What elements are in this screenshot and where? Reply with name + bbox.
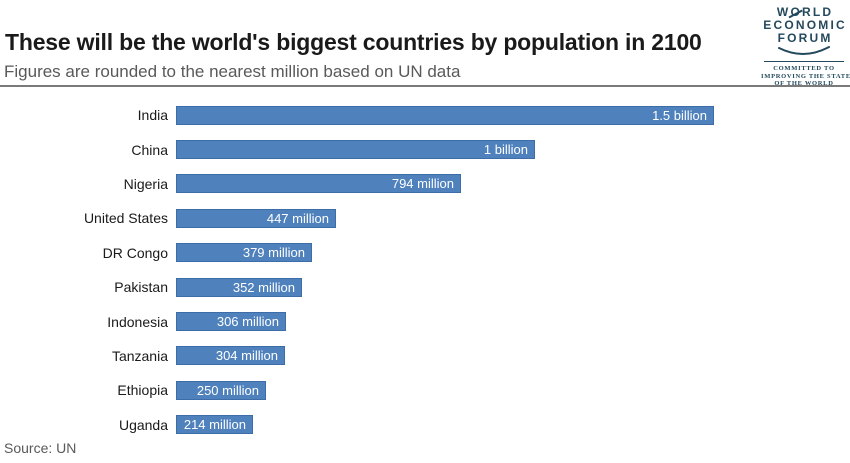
header-divider bbox=[0, 85, 850, 87]
country-label: Nigeria bbox=[123, 175, 168, 192]
bar-row: DR Congo 379 million bbox=[0, 236, 850, 270]
bar-row: Pakistan 352 million bbox=[0, 270, 850, 304]
country-label: Indonesia bbox=[107, 313, 168, 330]
bar-value-label: 352 million bbox=[232, 279, 295, 295]
country-label: Pakistan bbox=[114, 279, 168, 296]
population-bar: 214 million bbox=[176, 415, 253, 435]
country-label: DR Congo bbox=[102, 244, 168, 261]
country-label: Ethiopia bbox=[117, 382, 168, 399]
bar-row: Uganda 214 million bbox=[0, 408, 850, 442]
bar-value-label: 250 million bbox=[196, 382, 259, 398]
logo-tagline-3: OF THE WORLD bbox=[774, 80, 834, 87]
country-label: Tanzania bbox=[111, 347, 168, 364]
logo-line-economic: ECONOMIC bbox=[763, 18, 847, 32]
population-bar: 379 million bbox=[176, 243, 312, 263]
bar-value-label: 214 million bbox=[183, 417, 246, 433]
population-bar: 304 million bbox=[176, 346, 285, 366]
population-bar: 306 million bbox=[176, 312, 286, 332]
logo-divider-line bbox=[764, 61, 844, 62]
wef-logo: WORLD ECONOMIC FORUM COMMITTED TO IMPROV… bbox=[761, 6, 850, 88]
bar-row: Indonesia 306 million bbox=[0, 304, 850, 338]
wef-wordmark: WORLD ECONOMIC FORUM bbox=[761, 6, 847, 58]
country-label: India bbox=[137, 107, 168, 124]
bar-value-label: 794 million bbox=[391, 176, 454, 192]
bar-value-label: 379 million bbox=[242, 245, 305, 261]
bar-value-label: 306 million bbox=[216, 314, 279, 330]
bar-row: Tanzania 304 million bbox=[0, 339, 850, 373]
population-bar: 1.5 billion bbox=[176, 105, 714, 125]
country-label: China bbox=[131, 141, 168, 158]
source-note: Source: UN bbox=[4, 440, 77, 456]
bar-value-label: 1.5 billion bbox=[652, 107, 707, 123]
country-label: United States bbox=[83, 210, 168, 227]
country-label: Uganda bbox=[118, 416, 168, 433]
logo-line-forum: FORUM bbox=[777, 31, 833, 45]
bar-value-label: 1 billion bbox=[483, 142, 528, 158]
population-bar: 447 million bbox=[176, 208, 336, 228]
wef-swoosh-icon bbox=[778, 46, 830, 55]
bar-row: China 1 billion bbox=[0, 132, 850, 166]
chart-title: These will be the world's biggest countr… bbox=[5, 29, 702, 55]
bar-value-label: 304 million bbox=[215, 348, 278, 364]
bar-value-label: 447 million bbox=[266, 210, 329, 226]
logo-tagline-2: IMPROVING THE STATE bbox=[761, 72, 850, 80]
bar-row: United States 447 million bbox=[0, 201, 850, 235]
population-bar: 250 million bbox=[176, 380, 266, 400]
bar-row: Ethiopia 250 million bbox=[0, 373, 850, 407]
population-bar: 352 million bbox=[176, 277, 302, 297]
logo-tagline-1: COMMITTED TO bbox=[773, 65, 835, 72]
bar-row: India 1.5 billion bbox=[0, 98, 850, 132]
population-bar: 1 billion bbox=[176, 140, 535, 160]
bar-row: Nigeria 794 million bbox=[0, 167, 850, 201]
bar-chart: India 1.5 billion China 1 billion Nigeria 794… bbox=[0, 98, 850, 442]
population-bar: 794 million bbox=[176, 174, 461, 194]
chart-subtitle: Figures are rounded to the nearest milli… bbox=[4, 62, 461, 81]
